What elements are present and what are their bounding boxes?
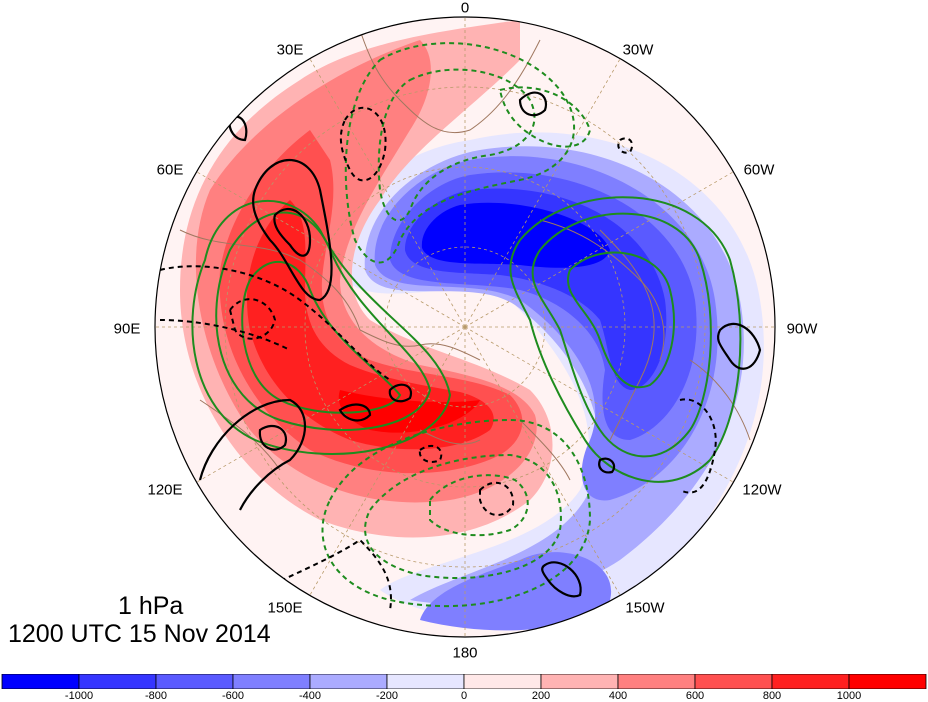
colorbar-tick-label: -600	[221, 690, 245, 702]
longitude-label-150w: 150W	[625, 599, 665, 617]
colorbar-tick-label: 0	[460, 690, 468, 702]
colorbar-tick-label: -800	[144, 690, 168, 702]
longitude-label-150e: 150E	[267, 599, 303, 617]
colorbar-segment	[1, 674, 80, 689]
green-contours	[191, 196, 742, 483]
colorbar-segment	[694, 674, 773, 689]
colorbar-segment	[232, 674, 311, 689]
black-contours	[198, 91, 762, 598]
timestamp-label: 1200 UTC 15 Nov 2014	[8, 620, 271, 648]
colorbar-tick-label: 1000	[836, 690, 862, 702]
colorbar-segment	[78, 674, 157, 689]
colorbar-tick-label: -1000	[64, 690, 94, 702]
colorbar-tick-label: -200	[375, 690, 399, 702]
colorbar-segment	[463, 674, 542, 689]
colorbar-tick-label: 400	[608, 690, 628, 702]
colorbar-segment	[155, 674, 234, 689]
longitude-label-180: 180	[452, 644, 478, 662]
coastlines	[179, 29, 751, 481]
pressure-level-label: 1 hPa	[118, 592, 184, 620]
green-dashed-contours	[321, 42, 592, 607]
longitude-label-120e: 120E	[147, 481, 183, 499]
longitude-label-60w: 60W	[743, 161, 775, 179]
colorbar	[1, 674, 927, 689]
colorbar-tick-label: 800	[762, 690, 782, 702]
longitude-label-90e: 90E	[113, 320, 141, 338]
colorbar-segment	[617, 674, 696, 689]
colorbar-segment	[540, 674, 619, 689]
colorbar-segment	[309, 674, 388, 689]
longitude-label-30e: 30E	[276, 41, 304, 59]
colorbar-segment	[771, 674, 850, 689]
longitude-label-0: 0	[460, 0, 470, 17]
longitude-label-120w: 120W	[742, 481, 782, 499]
colorbar-tick-label: 200	[531, 690, 551, 702]
colorbar-segment	[848, 674, 927, 689]
positive-shading	[180, 20, 553, 538]
colorbar-tick-label: -400	[298, 690, 322, 702]
colorbar-tick-label: 600	[685, 690, 705, 702]
longitude-label-90w: 90W	[786, 320, 818, 338]
longitude-label-30w: 30W	[622, 41, 654, 59]
colorbar-segment	[386, 674, 465, 689]
map-border	[154, 16, 776, 638]
negative-shading	[339, 132, 764, 631]
longitude-label-60e: 60E	[156, 161, 184, 179]
